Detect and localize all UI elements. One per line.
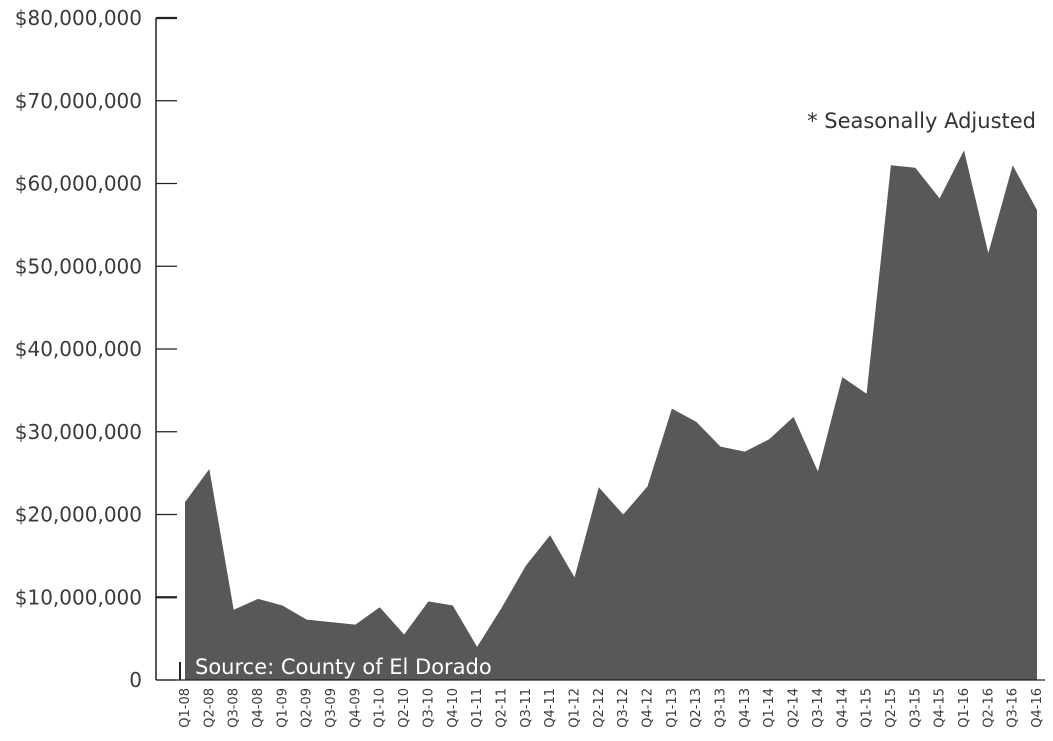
x-tick-label: Q2-14 xyxy=(787,688,802,728)
x-tick-label: Q3-08 xyxy=(227,688,242,728)
x-tick-label: Q1-08 xyxy=(178,688,193,728)
x-tick-label: Q4-11 xyxy=(543,688,558,728)
x-tick-label: Q3-15 xyxy=(908,688,923,728)
x-tick-label: Q3-13 xyxy=(714,688,729,728)
x-tick-label: Q4-16 xyxy=(1030,688,1045,728)
x-tick-label: Q2-13 xyxy=(689,688,704,728)
x-tick-label: Q4-14 xyxy=(835,688,850,728)
y-tick-label: $40,000,000 xyxy=(15,337,142,361)
x-tick-label: Q2-11 xyxy=(494,688,509,728)
x-tick-label: Q1-12 xyxy=(567,688,582,728)
x-tick-label: Q3-11 xyxy=(519,688,534,728)
x-tick-label: Q2-09 xyxy=(300,688,315,728)
x-tick-label: Q2-15 xyxy=(884,688,899,728)
x-tick-label: Q3-12 xyxy=(616,688,631,728)
y-tick-label: $50,000,000 xyxy=(15,254,142,278)
x-tick-label: Q1-14 xyxy=(762,688,777,728)
x-tick-label: Q1-15 xyxy=(860,688,875,728)
x-tick-label: Q1-16 xyxy=(957,688,972,728)
y-tick-label: $30,000,000 xyxy=(15,420,142,444)
seasonally-adjusted-note: * Seasonally Adjusted xyxy=(807,109,1036,133)
x-tick-label: Q2-10 xyxy=(397,688,412,728)
y-tick-label: $80,000,000 xyxy=(15,6,142,30)
x-tick-label: Q1-13 xyxy=(665,688,680,728)
x-tick-label: Q2-12 xyxy=(592,688,607,728)
x-tick-label: Q2-16 xyxy=(981,688,996,728)
y-tick-label: $60,000,000 xyxy=(15,172,142,196)
x-tick-label: Q2-08 xyxy=(202,688,217,728)
x-tick-label: Q3-10 xyxy=(421,688,436,728)
y-tick-label: $70,000,000 xyxy=(15,89,142,113)
y-tick-label: $20,000,000 xyxy=(15,503,142,527)
x-tick-label: Q4-12 xyxy=(641,688,656,728)
x-tick-label: Q1-09 xyxy=(275,688,290,728)
x-tick-label: Q3-09 xyxy=(324,688,339,728)
y-axis: 0 $10,000,000 $20,000,000 $30,000,000 $40,00… xyxy=(15,6,177,692)
x-tick-label: Q3-14 xyxy=(811,688,826,728)
x-tick-label: Q1-11 xyxy=(470,688,485,728)
area-fill xyxy=(185,150,1037,680)
x-tick-label: Q3-16 xyxy=(1006,688,1021,728)
x-tick-label: Q4-13 xyxy=(738,688,753,728)
x-tick-label: Q4-10 xyxy=(446,688,461,728)
x-tick-label: Q4-09 xyxy=(348,688,363,728)
x-tick-label: Q1-10 xyxy=(373,688,388,728)
y-tick-label: 0 xyxy=(129,668,142,692)
area-series xyxy=(185,150,1037,680)
x-tick-label: Q4-08 xyxy=(251,688,266,728)
x-axis: Q1-08 Q2-08 Q3-08 Q4-08 Q1-09 Q2-09 Q3-09 Q4-09… xyxy=(156,662,1045,728)
y-tick-label: $10,000,000 xyxy=(15,585,142,609)
source-note: Source: County of El Dorado xyxy=(195,655,492,679)
x-tick-label: Q4-15 xyxy=(933,688,948,728)
